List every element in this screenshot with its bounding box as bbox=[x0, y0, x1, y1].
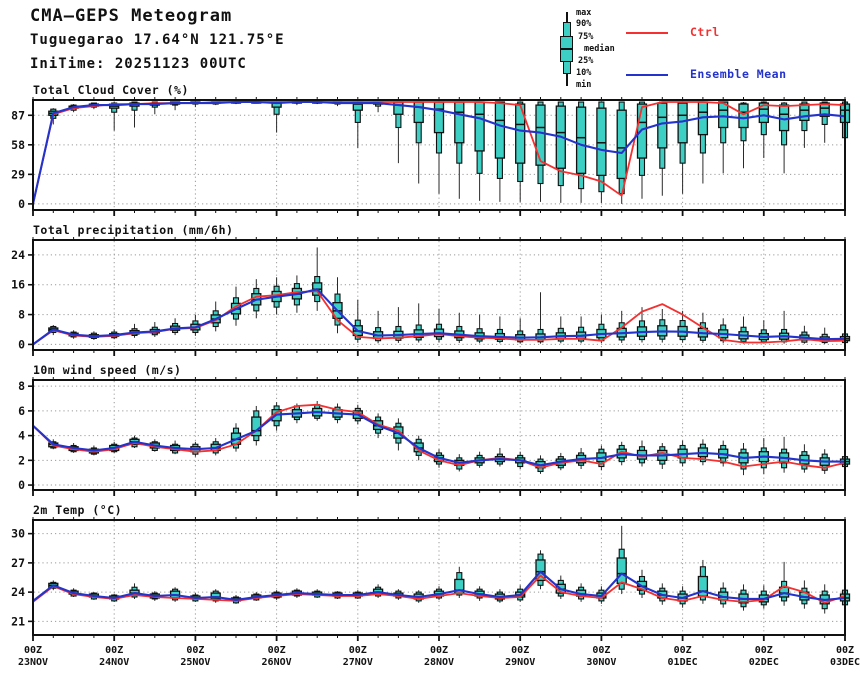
ensemble-mean-line bbox=[32, 411, 845, 467]
station-subtitle: Tuguegarao 17.64°N 121.75°E bbox=[30, 32, 285, 48]
x-tick-date: 01DEC bbox=[668, 657, 698, 668]
x-tick-hour: 00Z bbox=[674, 645, 692, 656]
x-tick-hour: 00Z bbox=[836, 645, 854, 656]
y-tick-label: 8 bbox=[18, 308, 25, 322]
panel-title-cloud-cover: Total Cloud Cover (%) bbox=[33, 83, 189, 97]
ctrl-line-swatch bbox=[626, 32, 668, 34]
legend-label-90: 90% bbox=[576, 19, 592, 29]
ensemble-mean-line bbox=[32, 570, 846, 602]
y-tick-label: 0 bbox=[18, 337, 25, 351]
y-tick-label: 27 bbox=[11, 556, 25, 570]
ensemble-mean-line bbox=[32, 288, 846, 346]
ensemble-mean-legend-label: Ensemble Mean bbox=[690, 67, 787, 81]
panel-title-wind-speed: 10m wind speed (m/s) bbox=[33, 363, 182, 377]
legend: max 90% 75% median 25% 10% min Ctrl Ense… bbox=[548, 6, 848, 96]
ctrl-line bbox=[32, 403, 846, 469]
y-tick-label: 4 bbox=[18, 429, 25, 443]
y-tick-label: 21 bbox=[11, 614, 25, 628]
page-title: CMA—GEPS Meteogram bbox=[30, 6, 233, 26]
y-tick-label: 30 bbox=[11, 527, 25, 541]
x-tick-date: 29NOV bbox=[505, 657, 535, 668]
x-tick-date: 30NOV bbox=[586, 657, 616, 668]
ctrl-line bbox=[32, 574, 846, 604]
y-tick-label: 6 bbox=[18, 404, 25, 418]
ctrl-legend-label: Ctrl bbox=[690, 25, 720, 39]
x-tick-hour: 00Z bbox=[430, 645, 448, 656]
y-tick-label: 8 bbox=[18, 379, 25, 393]
y-tick-label: 0 bbox=[18, 197, 25, 211]
y-tick-label: 29 bbox=[11, 167, 25, 181]
x-tick-date: 25NOV bbox=[180, 657, 210, 668]
x-tick-date: 03DEC bbox=[830, 657, 860, 668]
init-time: IniTime: 20251123 00UTC bbox=[30, 56, 247, 72]
panel-2: 0 2 4 6 8 bbox=[18, 377, 851, 496]
y-tick-label: 0 bbox=[18, 478, 25, 492]
panel-1: 0 8 16 24 bbox=[11, 237, 851, 356]
x-tick-hour: 00Z bbox=[268, 645, 286, 656]
x-tick-date: 02DEC bbox=[749, 657, 779, 668]
panel-title-temperature: 2m Temp (°C) bbox=[33, 503, 123, 517]
x-tick-date: 28NOV bbox=[424, 657, 454, 668]
legend-label-10: 10% bbox=[576, 68, 592, 78]
x-tick-date: 24NOV bbox=[99, 657, 129, 668]
x-tick-hour: 00Z bbox=[24, 645, 42, 656]
x-tick-date: 26NOV bbox=[262, 657, 292, 668]
x-tick-hour: 00Z bbox=[349, 645, 367, 656]
panel-3: 21 24 27 30 bbox=[11, 517, 851, 641]
legend-label-median: median bbox=[584, 44, 615, 54]
legend-median-line bbox=[560, 48, 573, 50]
legend-label-25: 25% bbox=[578, 56, 594, 66]
x-tick-hour: 00Z bbox=[511, 645, 529, 656]
x-tick-hour: 00Z bbox=[755, 645, 773, 656]
legend-label-75: 75% bbox=[578, 32, 594, 42]
x-tick-date: 27NOV bbox=[343, 657, 373, 668]
panel-0: 0 29 58 87 bbox=[11, 97, 851, 216]
panel-2-boxes bbox=[48, 401, 851, 476]
x-axis-labels: 00Z23NOV00Z24NOV00Z25NOV00Z26NOV00Z27NOV… bbox=[18, 645, 860, 668]
legend-label-max: max bbox=[576, 8, 592, 18]
x-tick-date: 23NOV bbox=[18, 657, 48, 668]
y-tick-label: 58 bbox=[11, 138, 25, 152]
x-tick-hour: 00Z bbox=[186, 645, 204, 656]
y-tick-label: 2 bbox=[18, 453, 25, 467]
y-tick-label: 24 bbox=[11, 585, 25, 599]
y-tick-label: 16 bbox=[11, 278, 25, 292]
ensemble-mean-line-swatch bbox=[626, 74, 668, 76]
panel-title-precipitation: Total precipitation (mm/6h) bbox=[33, 223, 234, 237]
ensemble-mean-line bbox=[31, 100, 846, 205]
x-tick-hour: 00Z bbox=[592, 645, 610, 656]
y-tick-label: 24 bbox=[11, 248, 25, 262]
x-tick-hour: 00Z bbox=[105, 645, 123, 656]
legend-label-min: min bbox=[576, 80, 592, 90]
y-tick-label: 87 bbox=[11, 108, 25, 122]
